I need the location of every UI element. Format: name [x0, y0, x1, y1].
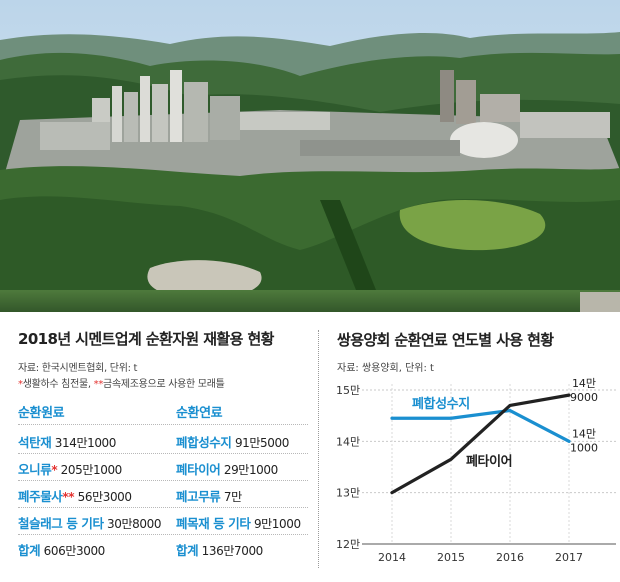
left-source: 자료: 한국시멘트협회, 단위: t	[18, 363, 138, 374]
header-separator	[18, 424, 308, 425]
fuel-total-value: 136만7000	[201, 544, 264, 558]
aerial-photo-illustration	[0, 0, 620, 312]
raw-name: 철슬래그 등 기타	[18, 516, 104, 531]
end-value-label: 14만	[572, 427, 596, 440]
left-title: 2018년 시멘트업계 순환자원 재활용 현황	[18, 330, 274, 348]
x-tick-label: 2015	[437, 551, 465, 564]
panel-divider	[318, 330, 319, 568]
raw-value: 205만1000	[60, 463, 123, 477]
table-row-fuel-0: 폐합성수지 91만5000	[176, 432, 289, 451]
fuel-value: 7만	[223, 490, 242, 504]
raw-name: 폐주물사	[18, 489, 63, 504]
row-separator	[18, 480, 308, 481]
end-value-label: 1000	[570, 441, 598, 454]
x-tick-layer: 2014 2015 2016 2017	[378, 551, 583, 564]
cement-plant-photo	[0, 0, 620, 312]
fuel-name: 폐합성수지	[176, 435, 232, 450]
x-tick-label: 2014	[378, 551, 406, 564]
raw-name: 석탄재	[18, 435, 52, 450]
end-value-label: 9000	[570, 391, 598, 404]
table-row-raw-1: 오니류* 205만1000	[18, 462, 123, 477]
table-row-fuel-2: 폐고무류 7만	[176, 486, 242, 505]
y-tick-label: 14만	[336, 435, 360, 448]
fuel-name: 폐타이어	[176, 462, 221, 477]
footnote-text-1: 생활하수 침전물,	[22, 379, 94, 390]
left-footnote: *생활하수 침전물, **금속제조용으로 사용한 모래틀	[18, 375, 225, 390]
end-value-label: 14만	[572, 377, 596, 390]
left-panel-table: 2018년 시멘트업계 순환자원 재활용 현황 자료: 한국시멘트협회, 단위:…	[0, 312, 313, 582]
fuel-value: 29만1000	[223, 463, 278, 477]
col-header-fuel: 순환연료	[176, 406, 223, 421]
row-separator	[18, 453, 308, 454]
row-separator	[18, 507, 308, 508]
x-tick-label: 2016	[496, 551, 524, 564]
raw-value: 314만1000	[54, 436, 117, 450]
line-chart: 쌍용양회 순환연료 연도별 사용 현황 자료: 쌍용양회, 단위: t 15만1…	[336, 331, 616, 564]
footnote-star-2: **	[93, 379, 104, 390]
fuel-name: 폐목재 등 기타	[176, 516, 251, 531]
fuel-value: 91만5000	[234, 436, 289, 450]
raw-name: 오니류	[18, 462, 52, 477]
fuel-value: 9만1000	[253, 517, 301, 531]
raw-value: 56만3000	[77, 490, 132, 504]
row-separator	[18, 534, 308, 535]
table-row-raw-3: 철슬래그 등 기타 30만8000	[18, 513, 161, 532]
table-row-fuel-3: 폐목재 등 기타 9만1000	[176, 513, 301, 532]
table-row-fuel-total: 합계 136만7000	[176, 540, 263, 559]
series-name-label: 폐합성수지	[412, 396, 470, 412]
chart-title: 쌍용양회 순환연료 연도별 사용 현황	[337, 331, 554, 349]
y-tick-label: 12만	[336, 538, 360, 551]
series-line-1	[390, 393, 571, 495]
y-tick-layer: 15만 14만 13만 12만	[336, 384, 360, 551]
raw-total-name: 합계	[18, 543, 41, 558]
chart-source: 자료: 쌍용양회, 단위: t	[337, 361, 434, 374]
footnote-star-1: *	[18, 379, 23, 390]
raw-total-value: 606만3000	[43, 544, 106, 558]
x-tick-label: 2017	[555, 551, 583, 564]
fuel-total-name: 합계	[176, 543, 199, 558]
grid-layer	[362, 384, 616, 545]
col-header-raw-material: 순환원료	[18, 406, 65, 421]
table-row-raw-total: 합계 606만3000	[18, 540, 105, 559]
table-row-fuel-1: 폐타이어 29만1000	[176, 459, 278, 478]
y-tick-label: 13만	[336, 487, 360, 500]
table-row-raw-0: 석탄재 314만1000	[18, 432, 116, 451]
raw-value: 30만8000	[107, 517, 162, 531]
fuel-name: 폐고무류	[176, 489, 221, 504]
y-tick-label: 15만	[336, 384, 360, 397]
right-panel-chart: 쌍용양회 순환연료 연도별 사용 현황 자료: 쌍용양회, 단위: t 15만 1…	[320, 312, 620, 582]
table-row-raw-2: 폐주물사** 56만3000	[18, 489, 132, 504]
footnote-text-2: 금속제조용으로 사용한 모래틀	[103, 379, 225, 390]
series-line-0	[390, 408, 571, 443]
series-layer	[390, 393, 571, 495]
series-name-label: 폐타이어	[466, 453, 512, 469]
